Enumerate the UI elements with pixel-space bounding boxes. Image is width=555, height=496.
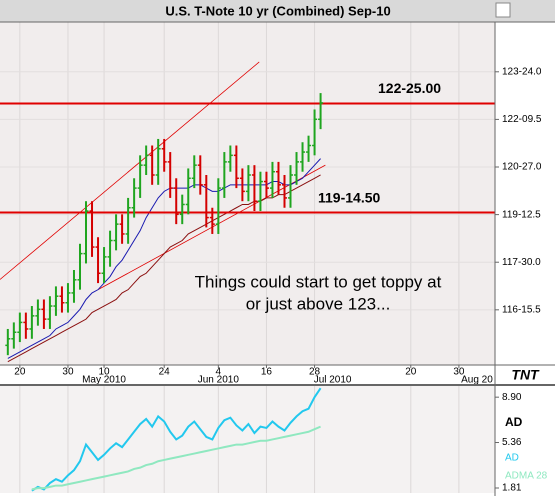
window-icon[interactable] (495, 2, 511, 18)
indicator-line (31, 425, 321, 491)
y-tick-label: 119-12.5 (502, 209, 541, 220)
y-tick-label: 116-15.5 (502, 304, 541, 315)
legend-entry: ADMA 28 (505, 471, 548, 482)
annotation: Things could start to get toppy at (195, 272, 442, 291)
legend-entry: AD (505, 453, 519, 464)
y-tick-label: 123-24.0 (502, 66, 542, 77)
y-tick-label: 8.90 (502, 392, 522, 403)
x-month-label: Aug 20 (461, 375, 493, 386)
y-tick-label: 120-27.0 (502, 162, 542, 173)
indicator-panel (0, 385, 495, 493)
logo: TNT (511, 367, 540, 383)
y-tick-label: 1.81 (502, 483, 522, 494)
x-month-label: Jun 2010 (198, 375, 240, 386)
moving-average (7, 158, 321, 359)
moving-average (7, 174, 321, 363)
title-bar (0, 0, 555, 22)
level-label: 122-25.00 (378, 80, 441, 96)
x-tick-label: 24 (159, 367, 171, 378)
x-tick-label: 30 (62, 367, 74, 378)
y-tick-label: 122-09.5 (502, 114, 542, 125)
y-tick-label: 5.36 (502, 437, 522, 448)
indicator-label: AD (505, 415, 523, 429)
y-tick-label: 117-30.0 (502, 257, 541, 268)
x-tick-label: 30 (453, 367, 465, 378)
annotation: or just above 123... (246, 294, 391, 313)
x-tick-label: 28 (309, 367, 321, 378)
x-month-label: Jul 2010 (314, 375, 352, 386)
chart-title: U.S. T-Note 10 yr (Combined) Sep-10 (165, 3, 390, 18)
trendline (0, 61, 260, 280)
level-label: 119-14.50 (318, 189, 380, 205)
x-tick-label: 4 (216, 367, 222, 378)
x-tick-label: 20 (14, 367, 26, 378)
x-tick-label: 10 (98, 367, 110, 378)
x-tick-label: 20 (405, 367, 417, 378)
indicator-line (31, 387, 322, 492)
x-month-label: May 2010 (82, 375, 126, 386)
logo-box (495, 366, 555, 385)
x-tick-label: 16 (261, 367, 273, 378)
plot-content: 20 30 10 24 4 16 28 20 30 May 2010 Jun 2010 Jul 201… (0, 22, 548, 494)
